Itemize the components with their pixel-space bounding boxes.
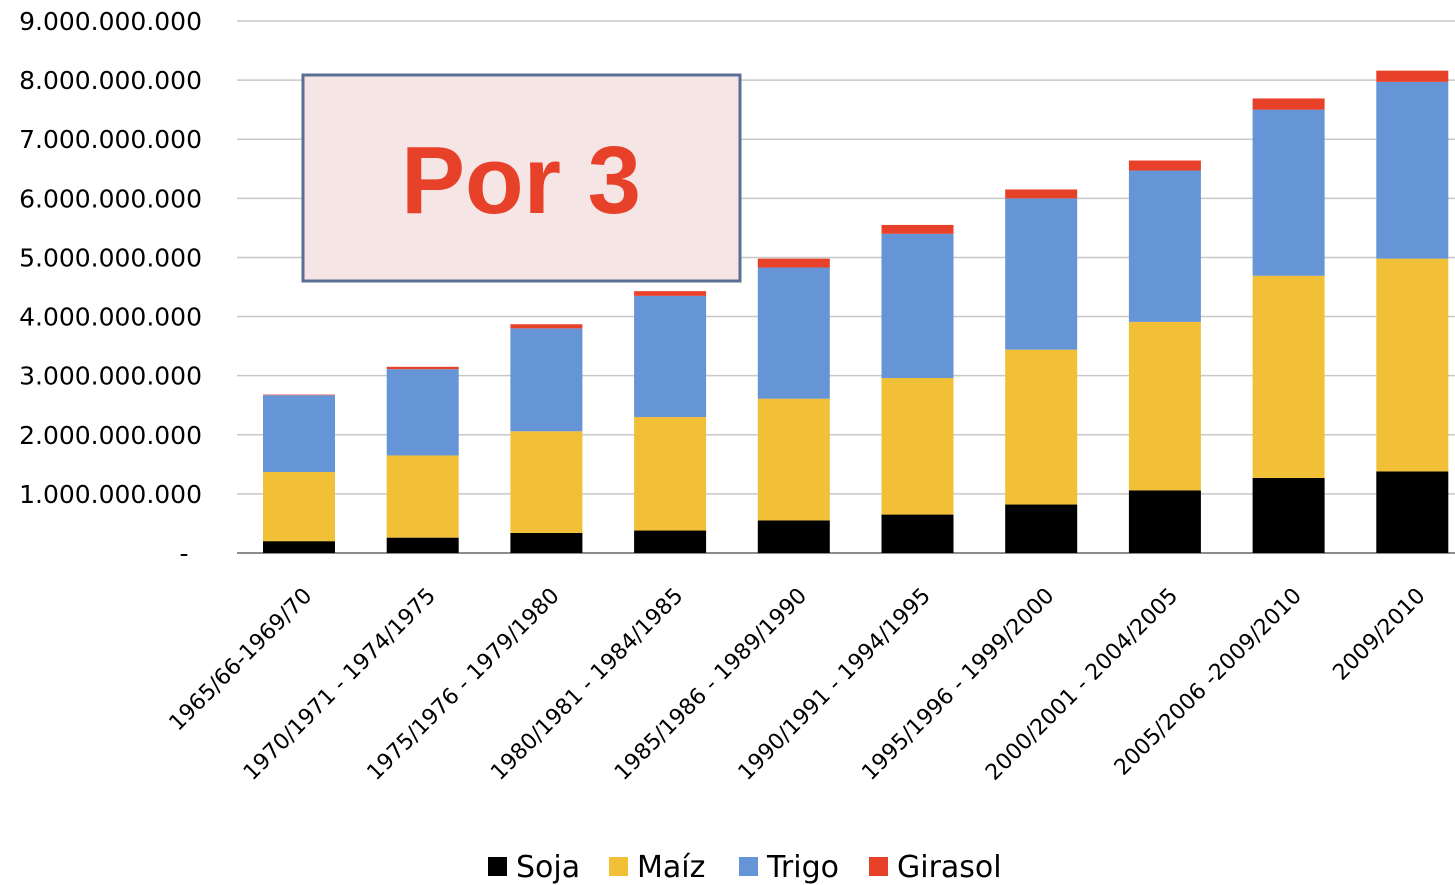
- y-tick-label: 8.000.000.000: [19, 66, 202, 95]
- bar-segment-soja: [1128, 490, 1201, 553]
- bar-segment-soja: [263, 541, 335, 553]
- bar-segment-girasol: [510, 324, 583, 329]
- callout-rect: [301, 73, 742, 283]
- bar-segment-girasol: [634, 291, 707, 296]
- y-tick-label: 1.000.000.000: [19, 480, 202, 509]
- bar-segment-soja: [757, 520, 830, 553]
- bar-segment-trigo: [1376, 81, 1449, 259]
- bar-segment-maz: [386, 455, 459, 538]
- bar-segment-trigo: [1005, 198, 1078, 350]
- y-tick-label: 7.000.000.000: [19, 125, 202, 154]
- bar-segment-trigo: [510, 328, 583, 432]
- legend-label: Girasol: [897, 850, 1002, 885]
- legend-swatch: [739, 857, 758, 876]
- legend-label: Soja: [516, 850, 580, 885]
- y-axis-tick-labels: - 1.000.000.000 2.000.000.000 3.000.000.000…: [19, 7, 202, 568]
- legend-label: Trigo: [766, 850, 839, 885]
- bars: [263, 70, 1449, 553]
- bar-segment-maz: [510, 431, 583, 533]
- bar-segment-soja: [510, 532, 583, 553]
- bar-segment-soja: [1005, 504, 1078, 553]
- bar-segment-maz: [263, 472, 335, 542]
- bar-segment-girasol: [1128, 160, 1201, 171]
- bar-segment-girasol: [1252, 98, 1325, 110]
- bar-segment-trigo: [263, 395, 335, 473]
- bar-segment-girasol: [1376, 70, 1449, 82]
- y-tick-label: 9.000.000.000: [19, 7, 202, 36]
- bar-segment-maz: [634, 417, 707, 531]
- legend-label: Maíz: [637, 850, 705, 885]
- y-tick-label: 5.000.000.000: [19, 243, 202, 272]
- bar-segment-trigo: [1128, 170, 1201, 322]
- bar-segment-soja: [1376, 471, 1449, 553]
- x-category-label: 2009/2010: [1328, 584, 1430, 686]
- bar-segment-maz: [1376, 258, 1449, 472]
- legend: Soja Maíz Trigo Girasol: [488, 850, 1002, 885]
- callout-text: Por 3: [401, 127, 641, 234]
- bar-segment-girasol: [757, 258, 830, 268]
- bar-segment-maz: [1005, 349, 1078, 505]
- bar-segment-soja: [1252, 477, 1325, 553]
- legend-swatch: [609, 857, 628, 876]
- y-tick-label: 3.000.000.000: [19, 362, 202, 391]
- y-tick-label: -: [179, 539, 188, 568]
- bar-segment-soja: [634, 530, 707, 553]
- y-tick-label: 2.000.000.000: [19, 421, 202, 450]
- bar-segment-soja: [386, 537, 459, 553]
- bar-segment-trigo: [881, 233, 954, 379]
- y-tick-label: 4.000.000.000: [19, 303, 202, 332]
- callout-box: Por 3: [301, 73, 742, 283]
- bar-segment-maz: [881, 378, 954, 515]
- bar-segment-maz: [757, 398, 830, 521]
- bar-segment-trigo: [634, 295, 707, 418]
- bar-segment-maz: [1252, 275, 1325, 478]
- bar-segment-girasol: [386, 366, 459, 370]
- bar-segment-trigo: [1252, 109, 1325, 276]
- bar-segment-maz: [1128, 321, 1201, 491]
- bar-segment-girasol: [881, 224, 954, 234]
- y-tick-label: 6.000.000.000: [19, 184, 202, 213]
- bar-segment-trigo: [757, 267, 830, 399]
- bar-segment-girasol: [1005, 189, 1078, 199]
- bar-segment-soja: [881, 514, 954, 553]
- bar-segment-girasol: [263, 394, 335, 396]
- bar-segment-trigo: [386, 369, 459, 456]
- legend-swatch: [488, 857, 507, 876]
- legend-swatch: [869, 857, 888, 876]
